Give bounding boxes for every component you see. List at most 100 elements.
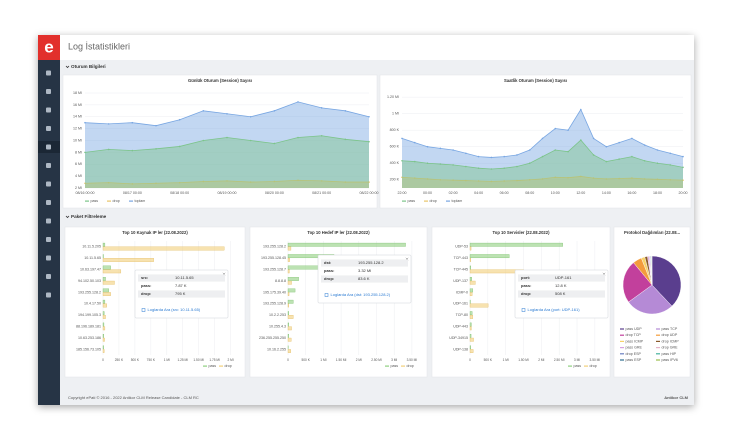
legend-label[interactable]: pass bbox=[91, 199, 99, 203]
logo[interactable]: e bbox=[44, 37, 53, 56]
section-title[interactable]: Paket Filtreleme bbox=[71, 214, 107, 219]
legend-label[interactable]: pass TCP bbox=[662, 327, 678, 331]
legend-label[interactable]: pass bbox=[209, 364, 217, 368]
legend-swatch[interactable] bbox=[568, 365, 572, 367]
point bbox=[554, 149, 557, 151]
point bbox=[605, 145, 608, 148]
legend-swatch[interactable] bbox=[656, 359, 660, 361]
legend-swatch[interactable] bbox=[219, 365, 223, 367]
menu-icon[interactable] bbox=[46, 126, 51, 131]
y-tick-label: UDP-138 bbox=[453, 347, 468, 351]
menu-icon[interactable] bbox=[46, 200, 51, 205]
legend-label[interactable]: pass ESP bbox=[626, 358, 642, 362]
legend-label[interactable]: pass HIP bbox=[662, 352, 677, 356]
legend-swatch[interactable] bbox=[620, 359, 624, 361]
menu-icon[interactable] bbox=[46, 292, 51, 298]
legend-label[interactable]: drop bbox=[225, 364, 232, 368]
legend-swatch[interactable] bbox=[620, 340, 624, 342]
legend-label[interactable]: toplam bbox=[452, 199, 463, 203]
legend-swatch[interactable] bbox=[129, 200, 133, 202]
section-title[interactable]: Oturum Bilgileri bbox=[71, 64, 106, 69]
legend-swatch[interactable] bbox=[656, 340, 660, 342]
legend-label[interactable]: toplam bbox=[135, 199, 146, 203]
legend-label[interactable]: pass GRE bbox=[626, 346, 643, 350]
logo-box[interactable] bbox=[38, 35, 60, 60]
legend-label[interactable]: drop bbox=[407, 364, 414, 368]
legend-label[interactable]: drop UDP bbox=[662, 333, 678, 337]
legend-label[interactable]: pass bbox=[391, 364, 399, 368]
y-tick-label: 4 MI bbox=[75, 174, 82, 178]
link-icon[interactable] bbox=[521, 308, 526, 312]
tooltip-link[interactable]: Loglarda Ara (src: 10.11.5.65) bbox=[148, 307, 201, 312]
legend-label[interactable]: drop ESP bbox=[626, 352, 642, 356]
menu-icon[interactable] bbox=[46, 107, 51, 113]
point bbox=[656, 149, 659, 151]
legend-label[interactable]: pass IPV6 bbox=[662, 358, 678, 362]
x-tick-label: 08/18 00:00 bbox=[170, 191, 189, 195]
legend-swatch[interactable] bbox=[85, 200, 89, 202]
legend-label[interactable]: drop bbox=[430, 199, 437, 203]
menu-icon[interactable] bbox=[46, 237, 51, 242]
bar bbox=[102, 326, 106, 331]
bar bbox=[102, 303, 107, 308]
legend-label[interactable]: pass ICMP bbox=[626, 339, 644, 343]
bar bbox=[469, 288, 474, 293]
legend-swatch[interactable] bbox=[424, 200, 428, 202]
tooltip-row-bg bbox=[138, 274, 225, 282]
legend-swatch[interactable] bbox=[656, 334, 660, 336]
legend-swatch[interactable] bbox=[656, 353, 660, 355]
menu-icon[interactable] bbox=[46, 89, 51, 94]
legend-label[interactable]: pass UDP bbox=[626, 327, 643, 331]
point bbox=[631, 137, 633, 140]
menu-icon[interactable] bbox=[46, 181, 51, 187]
y-tick-label: UDP-53 bbox=[455, 245, 468, 249]
y-tick-label: 10.11.5.65 bbox=[84, 256, 101, 260]
legend-swatch[interactable] bbox=[620, 328, 624, 330]
point bbox=[320, 134, 323, 137]
point bbox=[490, 156, 493, 159]
chevron[interactable] bbox=[65, 215, 70, 219]
legend-swatch[interactable] bbox=[656, 328, 660, 330]
legend-label[interactable]: drop bbox=[113, 199, 120, 203]
legend-swatch[interactable] bbox=[620, 353, 624, 355]
legend-label[interactable]: pass bbox=[408, 199, 416, 203]
bar bbox=[102, 315, 106, 319]
legend-swatch[interactable] bbox=[620, 347, 624, 349]
link-icon[interactable] bbox=[324, 293, 329, 297]
chevron[interactable] bbox=[65, 65, 70, 69]
menu-icon[interactable] bbox=[46, 218, 51, 224]
legend-swatch[interactable] bbox=[107, 200, 111, 202]
legend-label[interactable]: drop bbox=[590, 364, 597, 368]
menu-icon[interactable] bbox=[46, 274, 51, 279]
legend-swatch[interactable] bbox=[385, 365, 389, 367]
legend-swatch[interactable] bbox=[620, 334, 624, 336]
bar bbox=[287, 299, 294, 304]
y-tick-label: ICMP-0 bbox=[456, 290, 468, 294]
link-icon[interactable] bbox=[141, 308, 146, 312]
legend-swatch[interactable] bbox=[584, 365, 588, 367]
legend-swatch[interactable] bbox=[402, 200, 406, 202]
legend-swatch[interactable] bbox=[401, 365, 405, 367]
legend-swatch[interactable] bbox=[656, 347, 660, 349]
menu-icon[interactable] bbox=[46, 163, 51, 168]
point bbox=[426, 178, 429, 180]
x-tick-label: 08/17 00:00 bbox=[123, 191, 142, 195]
tooltip-link[interactable]: Loglarda Ara (dst: 193.255.128.2) bbox=[331, 292, 391, 297]
legend-label[interactable]: drop GRE bbox=[662, 346, 679, 350]
point bbox=[401, 159, 403, 162]
tooltip-link[interactable]: Loglarda Ara (port: UDP-161) bbox=[528, 307, 581, 312]
pie-slice bbox=[628, 284, 673, 315]
tooltip-row-bg bbox=[321, 275, 408, 283]
point bbox=[426, 162, 429, 165]
point bbox=[226, 180, 228, 182]
menu-icon[interactable] bbox=[46, 70, 51, 76]
point bbox=[202, 180, 205, 183]
legend-label[interactable]: drop TCP bbox=[626, 333, 642, 337]
top-bar bbox=[38, 35, 694, 60]
legend-label[interactable]: pass bbox=[574, 364, 582, 368]
legend-swatch[interactable] bbox=[203, 365, 207, 367]
menu-icon[interactable] bbox=[46, 144, 51, 150]
menu-icon[interactable] bbox=[46, 255, 51, 261]
legend-swatch[interactable] bbox=[446, 200, 450, 202]
legend-label[interactable]: drop ICMP bbox=[662, 339, 680, 343]
